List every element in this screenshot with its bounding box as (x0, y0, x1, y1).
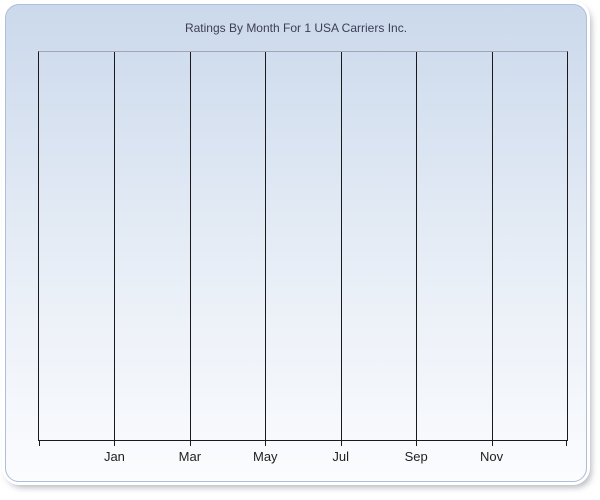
x-axis-tick (189, 440, 191, 446)
x-axis-label: Mar (178, 449, 202, 464)
vertical-gridline (265, 52, 267, 440)
x-axis-label: Jul (332, 449, 350, 464)
x-axis-tick (39, 440, 40, 446)
plot-area: Jan Mar May Jul Sep Nov (38, 51, 568, 464)
x-axis-tick (491, 440, 493, 446)
chart-title: Ratings By Month For 1 USA Carriers Inc. (184, 21, 408, 35)
x-axis-tick (114, 440, 116, 446)
vertical-gridline (340, 52, 342, 440)
vertical-gridline (189, 52, 191, 440)
x-axis-tick (265, 440, 267, 446)
x-axis-label: May (253, 449, 278, 464)
vertical-gridline (416, 52, 418, 440)
x-axis-label: Sep (404, 449, 428, 464)
x-axis-label: Jan (103, 449, 125, 464)
x-axis-tick (566, 440, 567, 446)
chart-panel: Ratings By Month For 1 USA Carriers Inc.… (5, 4, 587, 482)
x-axis-tick (416, 440, 418, 446)
vertical-gridline (491, 52, 493, 440)
x-axis-label: Nov (480, 449, 504, 464)
vertical-gridline (114, 52, 116, 440)
x-axis-tick (340, 440, 342, 446)
